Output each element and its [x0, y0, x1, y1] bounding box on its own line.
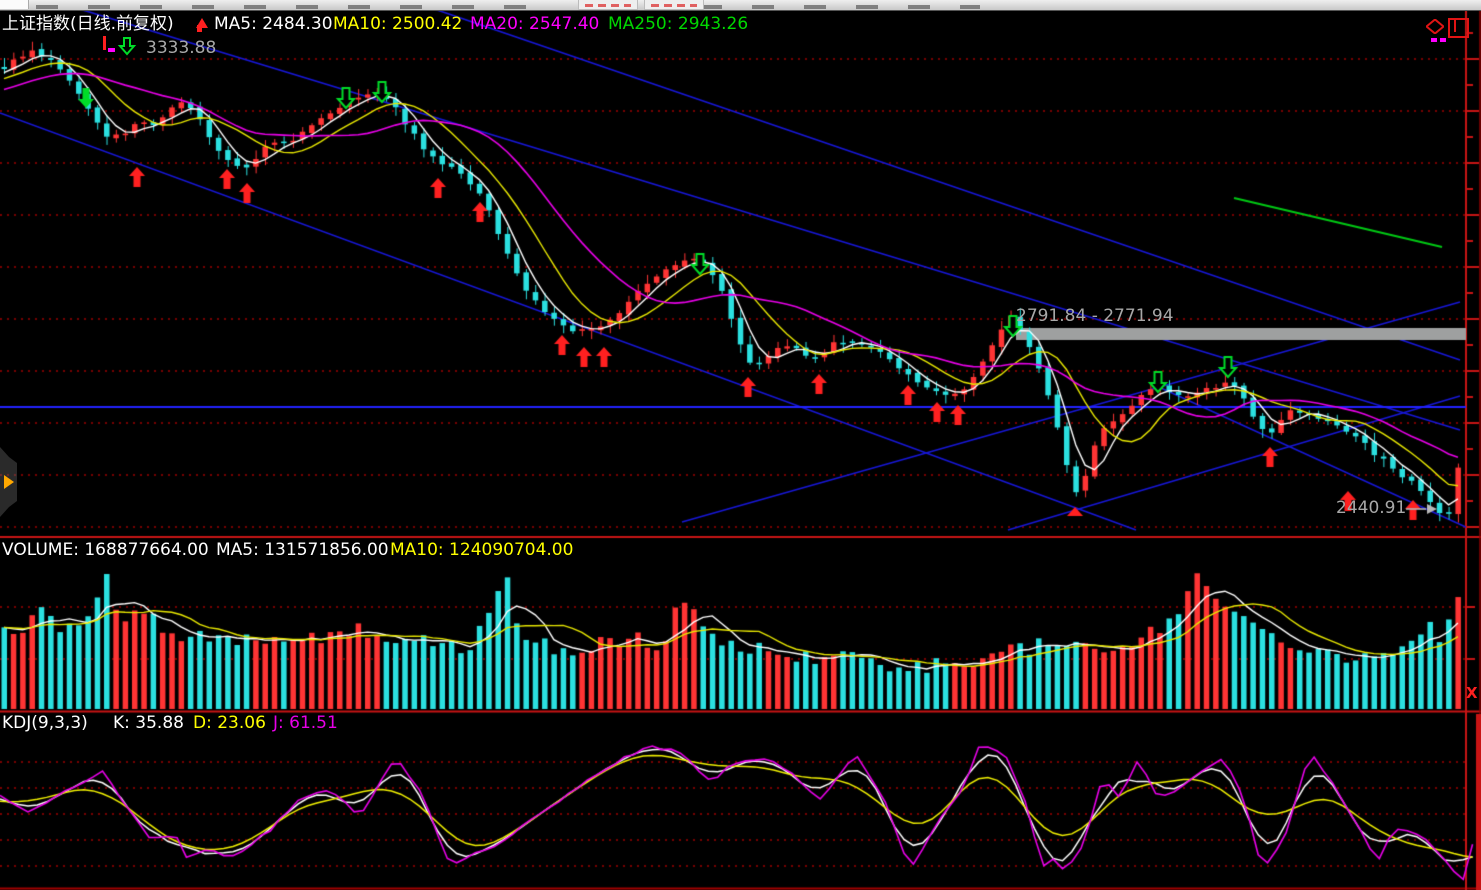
menubar-button[interactable]	[644, 0, 704, 10]
menubar-button-text	[651, 4, 697, 7]
peak-magenta-dash-icon	[108, 48, 115, 52]
kdj-k-value: K: 35.88	[113, 713, 184, 733]
kdj-indicator-name: KDJ(9,3,3)	[2, 713, 88, 733]
panel-handle-arrow-icon	[4, 475, 14, 489]
volume-value: VOLUME: 168877664.00	[2, 540, 209, 560]
volume-ma10-value: MA10: 124090704.00	[390, 540, 574, 560]
kdj-d-value: D: 23.06	[193, 713, 266, 733]
menubar[interactable]	[0, 0, 1481, 11]
peak-price-label: 3333.88	[146, 38, 217, 58]
band-price-label: 2791.84 - 2771.94	[1016, 306, 1174, 326]
menubar-button-text	[585, 4, 631, 7]
kdj-j-value: J: 61.51	[273, 713, 338, 733]
diamond-icon[interactable]	[1426, 19, 1444, 34]
menubar-text-fragments	[36, 5, 536, 9]
volume-ma5-value: MA5: 131571856.00	[216, 540, 389, 560]
trend-up-arrow-icon	[196, 16, 208, 34]
menubar-text-fragments	[700, 5, 980, 9]
magenta-dot-icon	[1440, 38, 1446, 42]
low-price-label: 2440.91	[1336, 498, 1407, 518]
menubar-logo-box	[0, 0, 29, 9]
x-marker-icon[interactable]: X	[1466, 684, 1478, 702]
ma250-value: MA250: 2943.26	[608, 14, 749, 34]
ma20-value: MA20: 2547.40	[470, 14, 600, 34]
magenta-dot-icon	[1431, 38, 1437, 42]
ma5-value: MA5: 2484.30	[214, 14, 333, 34]
overlap-box-icon[interactable]	[1448, 18, 1469, 38]
ma10-value: MA10: 2500.42	[333, 14, 463, 34]
chart-title: 上证指数(日线.前复权)	[2, 14, 174, 34]
panel-handle[interactable]	[0, 447, 17, 517]
peak-green-down-arrow-icon	[117, 37, 137, 56]
menubar-button[interactable]	[578, 0, 638, 10]
peak-red-tick-icon	[103, 36, 106, 50]
